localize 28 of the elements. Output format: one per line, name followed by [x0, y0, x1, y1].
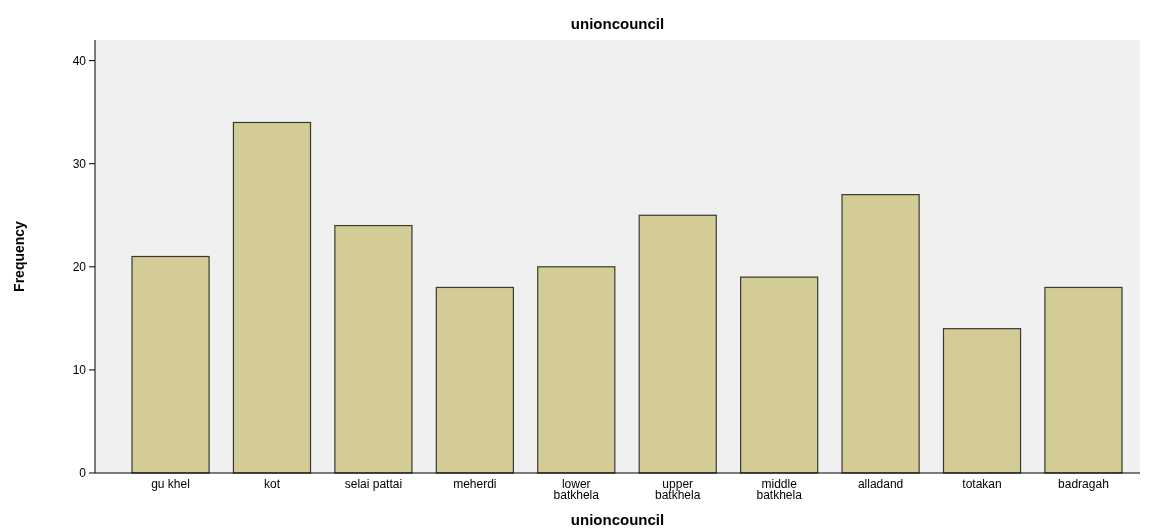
bar: [435, 286, 514, 474]
x-tick-label: kot: [263, 477, 281, 491]
bar: [131, 255, 210, 474]
x-tick-label: selai pattai: [344, 477, 403, 491]
y-tick-label: 30: [72, 156, 87, 171]
x-tick-label: middle batkhela: [756, 477, 803, 502]
bar: [334, 224, 413, 474]
y-tick-label: 20: [72, 260, 87, 275]
bar: [841, 194, 920, 474]
x-axis-title: unioncouncil: [570, 511, 665, 528]
x-tick-label: totakan: [962, 477, 1002, 491]
x-tick-label: meherdi: [453, 477, 497, 491]
bar: [942, 328, 1022, 474]
bar: [740, 276, 819, 474]
bar: [232, 121, 312, 474]
x-tick-label: alladand: [857, 477, 904, 491]
y-tick-label: 10: [72, 363, 87, 378]
chart-title: unioncouncil: [570, 15, 665, 32]
x-tick-label: gu khel: [151, 477, 190, 491]
x-tick-label: lower batkhela: [553, 477, 600, 502]
y-axis-title: Frequency: [11, 220, 27, 292]
y-tick-label: 0: [79, 466, 87, 481]
bar: [1044, 286, 1123, 474]
x-tick-label: badragah: [1058, 477, 1109, 491]
x-tick-label: upper batkhela: [655, 477, 701, 502]
bar: [638, 214, 717, 474]
y-tick-label: 40: [72, 53, 87, 68]
bar: [537, 266, 616, 474]
